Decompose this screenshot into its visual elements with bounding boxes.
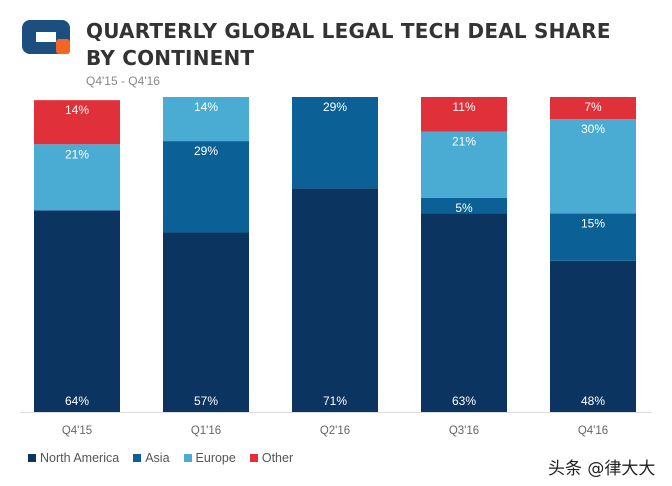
bar-segment-other — [421, 97, 507, 132]
cb-insights-logo — [22, 20, 70, 54]
bar-segment-other — [550, 97, 636, 120]
data-label: 48% — [581, 394, 605, 408]
x-tick-label: Q3'16 — [449, 425, 479, 437]
data-label: 29% — [194, 144, 218, 158]
x-tick-label: Q4'15 — [62, 425, 92, 437]
data-label: 5% — [455, 201, 473, 215]
bar-segment-europe — [34, 144, 120, 211]
legend-swatch-north-america — [28, 454, 36, 462]
legend-label: Asia — [145, 451, 170, 465]
legend-swatch-asia — [133, 454, 142, 462]
legend-item-north-america: North America — [28, 451, 119, 465]
legend-label: Europe — [195, 451, 236, 465]
bar-segment-asia — [163, 141, 249, 233]
legend-swatch-europe — [183, 454, 192, 462]
data-label: 14% — [194, 100, 218, 114]
legend-item-other: Other — [249, 451, 294, 465]
bar-segment-north-america — [163, 232, 249, 412]
data-label: 64% — [65, 394, 89, 408]
bar-segment-other — [34, 100, 120, 145]
bar-segment-asia — [550, 213, 636, 261]
chart-subtitle: Q4'15 - Q4'16 — [86, 74, 160, 88]
chart-title: QUARTERLY GLOBAL LEGAL TECH DEAL SHARE B… — [86, 19, 611, 70]
bar-segment-asia — [421, 197, 507, 214]
data-label: 14% — [65, 103, 89, 117]
data-label: 29% — [323, 100, 347, 114]
data-label: 63% — [452, 394, 476, 408]
legend-label: Other — [261, 451, 294, 465]
bar-segment-north-america — [550, 260, 636, 412]
watermark: 头条 @律大大 — [548, 459, 656, 479]
legend-label: North America — [40, 451, 120, 465]
data-label: 15% — [581, 217, 605, 231]
x-tick-label: Q4'16 — [578, 425, 608, 437]
bar-segment-asia — [292, 97, 378, 189]
legend: North America Asia Europe Other — [28, 451, 293, 465]
data-label: 21% — [65, 147, 89, 161]
bar-segment-north-america — [292, 188, 378, 412]
logo-icon — [22, 20, 70, 54]
data-label: 30% — [581, 122, 605, 136]
data-label: 57% — [194, 394, 218, 408]
data-label: 7% — [584, 100, 602, 114]
x-tick-label: Q2'16 — [320, 425, 350, 437]
x-tick-label: Q1'16 — [191, 425, 221, 437]
legend-swatch-other — [249, 454, 258, 462]
bar-segment-europe — [550, 119, 636, 214]
bar-segment-north-america — [421, 213, 507, 412]
bar-segment-europe — [163, 97, 249, 142]
data-label: 21% — [452, 135, 476, 149]
bar-segment-europe — [421, 131, 507, 198]
data-label: 71% — [323, 394, 347, 408]
data-label: 11% — [452, 100, 475, 114]
legend-item-asia: Asia — [133, 451, 170, 465]
bar-segment-north-america — [34, 210, 120, 412]
legend-item-europe: Europe — [183, 451, 236, 465]
